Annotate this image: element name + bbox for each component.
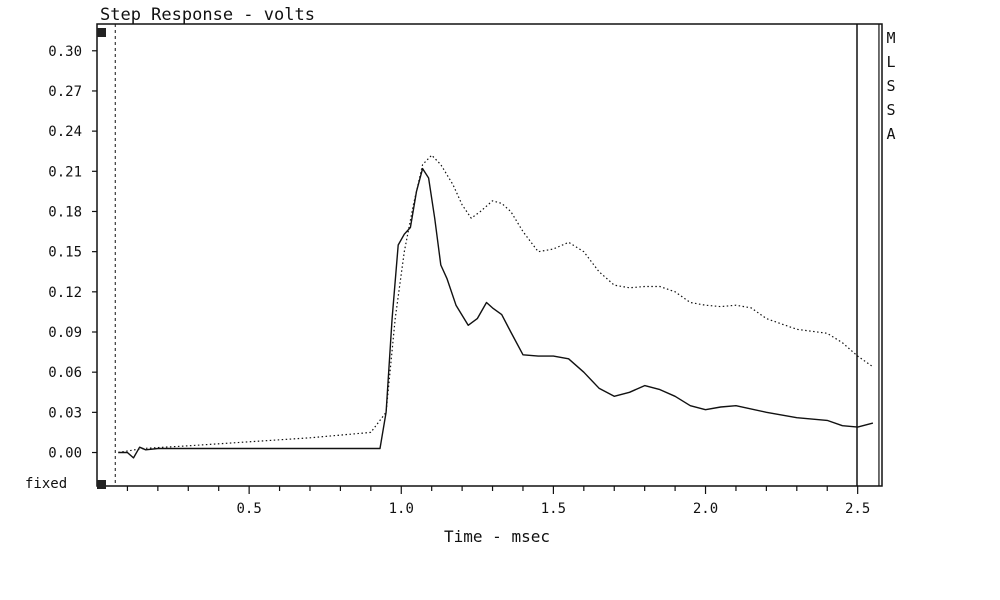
bottom-scroll-marker — [97, 480, 106, 489]
side-letter: L — [886, 53, 895, 71]
y-tick-label: 0.30 — [48, 44, 82, 60]
side-letter: A — [886, 125, 895, 143]
series-layer — [114, 24, 880, 486]
side-letter: S — [886, 101, 895, 119]
y-tick-label: 0.21 — [48, 164, 82, 180]
scale-mode-label: fixed — [25, 476, 67, 492]
series-line-dotted — [118, 154, 874, 454]
y-tick-label: 0.06 — [48, 365, 82, 381]
x-axis-ticks: 0.5 1.0 1.5 2.0 2.5 — [126, 486, 870, 517]
y-tick-label: 0.15 — [48, 245, 82, 261]
x-tick-label: 1.5 — [541, 501, 566, 517]
y-tick-label: 0.00 — [48, 446, 82, 462]
y-tick-label: 0.09 — [48, 325, 82, 341]
side-letter: S — [886, 77, 895, 95]
y-tick-label: 0.27 — [48, 84, 82, 100]
top-scroll-marker — [97, 28, 106, 37]
y-tick-label: 0.18 — [48, 204, 82, 220]
x-tick-label: 0.5 — [236, 501, 261, 517]
x-axis-label: Time - msec — [444, 527, 550, 546]
side-letter: M — [886, 29, 895, 47]
y-tick-label: 0.12 — [48, 285, 82, 301]
x-tick-label: 2.5 — [845, 501, 870, 517]
y-tick-label: 0.03 — [48, 405, 82, 421]
x-tick-label: 1.0 — [389, 501, 414, 517]
series-line-solid — [118, 167, 874, 459]
chart-title: Step Response - volts — [100, 5, 315, 25]
plot-frame — [96, 23, 883, 487]
y-tick-label: 0.24 — [48, 124, 82, 140]
y-axis-ticks: 0.30 0.27 0.24 0.21 0.18 0.15 0.12 0.09 0.06 0.03… — [48, 44, 97, 462]
x-tick-label: 2.0 — [693, 501, 718, 517]
